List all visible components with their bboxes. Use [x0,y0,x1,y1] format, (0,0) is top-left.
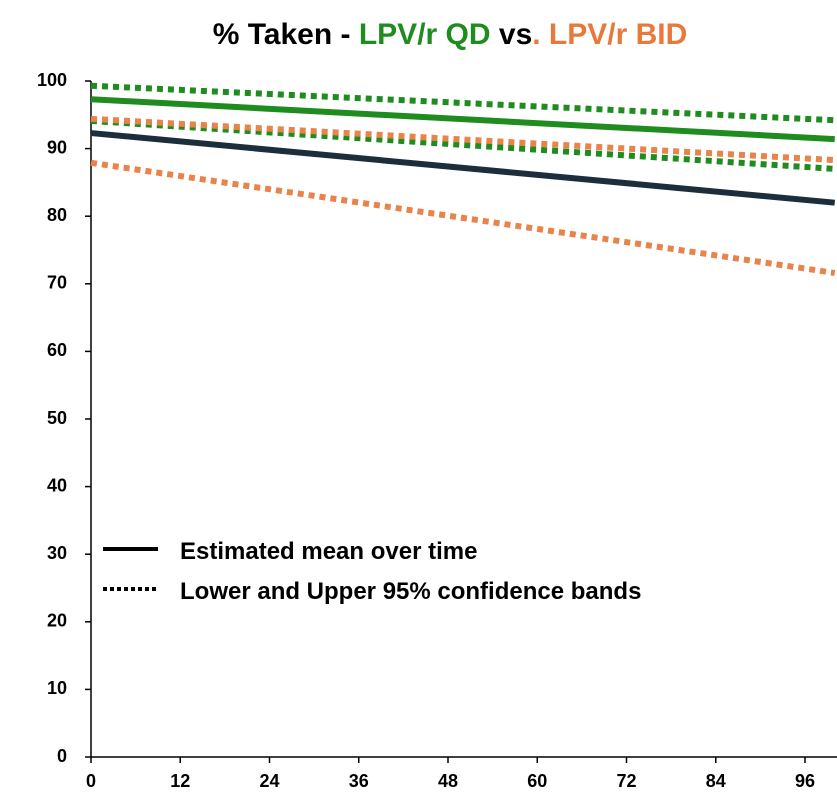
y-tick-label: 50 [47,408,67,428]
series-line [90,82,835,124]
x-tick-label: 84 [706,771,726,791]
legend-label: Lower and Upper 95% confidence bands [180,578,642,605]
series-line [90,130,836,206]
series-line [90,115,835,164]
series-line [90,117,835,172]
y-tick-label: 80 [47,205,67,225]
y-tick-label: 60 [47,340,67,360]
x-tick-label: 48 [438,771,458,791]
x-tick-label: 60 [527,771,547,791]
y-tick-label: 20 [47,611,67,631]
series-line [90,96,835,143]
y-tick-label: 10 [47,678,67,698]
y-tick-label: 40 [47,475,67,495]
y-tick-label: 0 [57,746,67,766]
chart-title: % Taken - LPV/r QD vs. LPV/r BID [213,18,688,51]
x-tick-label: 12 [170,771,190,791]
title-part: % Taken - [213,18,359,51]
x-tick-label: 0 [86,771,96,791]
x-tick-label: 24 [259,771,279,791]
y-tick-label: 70 [47,273,67,293]
x-tick-label: 96 [795,771,815,791]
legend-label: Estimated mean over time [180,538,478,565]
y-tick-label: 90 [47,137,67,157]
y-tick-label: 100 [37,70,67,90]
x-tick-label: 72 [616,771,636,791]
title-part: . LPV/r BID [532,18,687,51]
series-line [90,159,836,276]
title-part: LPV/r QD [359,18,491,51]
x-tick-label: 36 [349,771,369,791]
title-part: vs [491,18,533,51]
y-tick-label: 30 [47,543,67,563]
